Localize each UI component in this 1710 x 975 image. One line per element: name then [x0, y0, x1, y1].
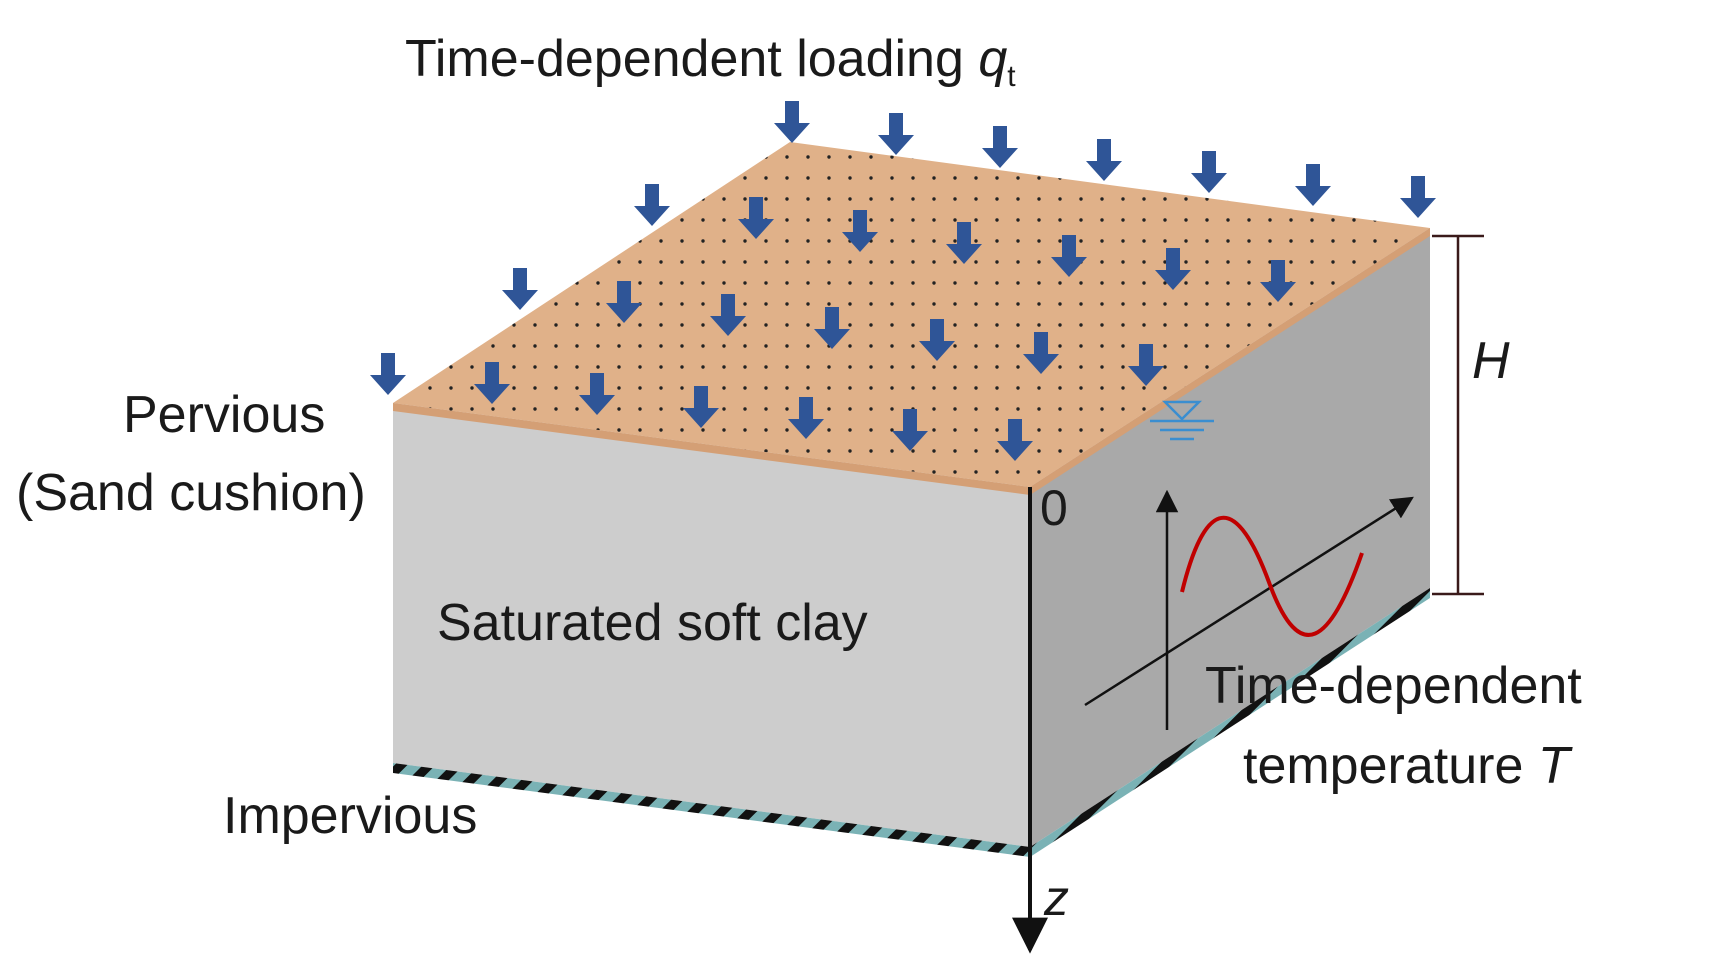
depth-axis-label: z: [1043, 870, 1069, 926]
origin-label: 0: [1040, 480, 1068, 536]
impervious-boundary-front: [393, 763, 1030, 857]
down-arrow-icon: [683, 386, 719, 428]
temperature-label-line2: temperature T: [1243, 737, 1573, 795]
down-arrow-icon: [946, 222, 982, 264]
height-label: H: [1472, 332, 1510, 390]
down-arrow-icon: [1191, 151, 1227, 193]
temperature-label-line1: Time-dependent: [1205, 657, 1582, 715]
down-arrow-icon: [1086, 139, 1122, 181]
down-arrow-icon: [878, 113, 914, 155]
down-arrow-icon: [1260, 260, 1296, 302]
down-arrow-icon: [788, 397, 824, 439]
down-arrow-icon: [814, 307, 850, 349]
pervious-label: Pervious: [123, 386, 325, 444]
down-arrow-icon: [842, 210, 878, 252]
down-arrow-icon: [1023, 332, 1059, 374]
impervious-label: Impervious: [223, 787, 477, 845]
down-arrow-icon: [892, 409, 928, 451]
load-arrows: [370, 101, 1436, 461]
clay-side-face: [1030, 228, 1430, 847]
sand-side-edge: [1030, 228, 1430, 495]
down-arrow-icon: [502, 268, 538, 310]
sand-cushion-label: (Sand cushion): [16, 464, 366, 522]
down-arrow-icon: [634, 184, 670, 226]
clay-front-face: [393, 403, 1030, 847]
down-arrow-icon: [919, 319, 955, 361]
height-bracket: [1432, 234, 1484, 596]
down-arrow-icon: [1400, 176, 1436, 218]
sand-cushion-dots: [393, 142, 1430, 487]
down-arrow-icon: [1051, 235, 1087, 277]
down-arrow-icon: [997, 419, 1033, 461]
sand-front-edge: [393, 403, 1030, 495]
water-table-icon: [1150, 400, 1214, 441]
down-arrow-icon: [1128, 344, 1164, 386]
temperature-wave: [1180, 515, 1364, 637]
loading-label: Time-dependent loading qt: [405, 30, 1016, 93]
down-arrow-icon: [474, 362, 510, 404]
down-arrow-icon: [606, 281, 642, 323]
down-arrow-icon: [1295, 164, 1331, 206]
down-arrow-icon: [579, 373, 615, 415]
down-arrow-icon: [710, 294, 746, 336]
down-arrow-icon: [1155, 248, 1191, 290]
clay-label: Saturated soft clay: [437, 594, 868, 652]
down-arrow-icon: [738, 197, 774, 239]
down-arrow-icon: [774, 101, 810, 143]
temperature-time-axis: [1084, 496, 1414, 707]
down-arrow-icon: [370, 353, 406, 395]
impervious-boundary-side: [1030, 588, 1430, 857]
down-arrow-icon: [982, 126, 1018, 168]
